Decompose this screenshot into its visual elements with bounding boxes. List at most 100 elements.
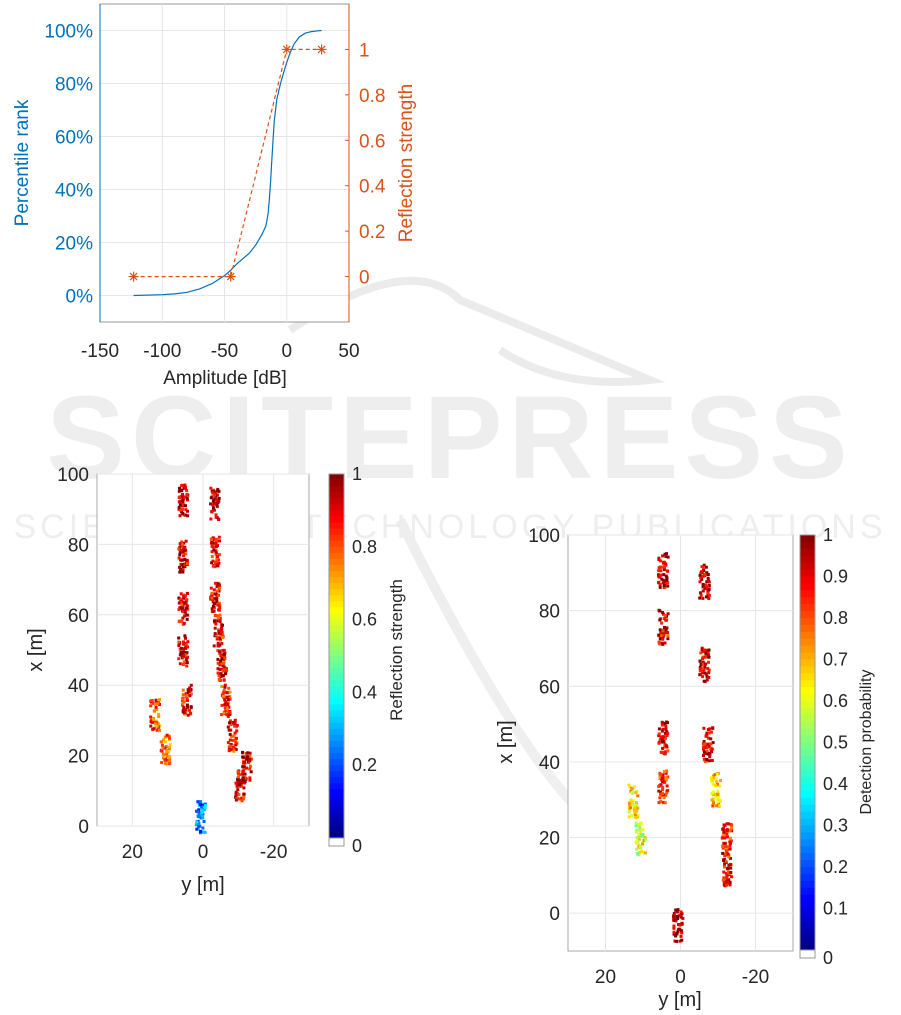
- reflection-map-colorbar-tick-label: 0.4: [352, 682, 377, 702]
- reflection-map-point: [210, 591, 214, 595]
- reflection-map-colorbar-segment: [329, 613, 344, 621]
- reflection-map-point: [185, 697, 189, 701]
- reflection-map-point: [248, 776, 252, 780]
- detection-map-point: [658, 773, 662, 777]
- detection-map-point: [729, 839, 733, 843]
- detection-map-point: [627, 815, 631, 819]
- detection-map-colorbar-segment: [800, 645, 815, 654]
- detection-map-colorbar-segment: [800, 873, 815, 882]
- reflection-map-colorbar-segment: [329, 631, 344, 639]
- reflection-map-point: [185, 496, 189, 500]
- detection-map-point: [644, 837, 647, 841]
- reflection-map-colorbar-segment: [329, 607, 344, 615]
- reflection-map-colorbar-segment: [329, 595, 344, 602]
- detection-map-point: [702, 569, 706, 573]
- detection-map-point: [729, 866, 733, 870]
- reflection-map-point: [212, 597, 216, 601]
- detection-map-point: [665, 578, 669, 582]
- detection-map-point: [707, 648, 711, 652]
- detection-map-point: [661, 581, 665, 585]
- reflection-map-point: [218, 652, 222, 655]
- reflection-map-point: [222, 652, 226, 656]
- detection-map-x-tick-label: 20: [595, 967, 616, 988]
- detection-map-point: [721, 878, 725, 882]
- reflection-map-colorbar-segment: [329, 480, 344, 487]
- reflection-map-point: [182, 711, 186, 714]
- detection-map-point: [716, 792, 720, 796]
- reflection-map-point: [177, 636, 181, 640]
- reflection-map-point: [216, 641, 220, 645]
- reflection-tick-label: 0.6: [359, 131, 385, 152]
- reflection-map-point: [237, 775, 240, 779]
- reflection-map-colorbar-segment: [329, 698, 344, 706]
- reflection-map-colorbar-segment: [329, 674, 344, 681]
- detection-map-point: [679, 934, 683, 938]
- reflection-map-point: [179, 544, 183, 548]
- reflection-map-point: [217, 631, 221, 635]
- amplitude-series-1: [133, 29, 322, 297]
- reflection-map-point: [226, 701, 230, 705]
- detection-map-point: [664, 727, 668, 731]
- reflection-tick-label: 0.2: [359, 222, 385, 243]
- detection-map-colorbar-segment: [800, 901, 815, 910]
- reflection-map-point: [216, 649, 220, 653]
- detection-map-point: [627, 783, 631, 787]
- reflection-map-point: [218, 663, 222, 667]
- reflection-map-colorbar-segment: [329, 710, 344, 718]
- reflection-map-point: [202, 830, 206, 834]
- reflection-map-point: [212, 489, 216, 493]
- detection-map-point: [725, 822, 729, 826]
- detection-map-point: [702, 747, 705, 751]
- reflection-map-point: [182, 700, 186, 704]
- detection-map-point: [722, 881, 726, 885]
- detection-map-point: [659, 630, 663, 634]
- reflection-map-y-tick-label: 100: [57, 465, 89, 486]
- detection-map-point: [710, 747, 714, 751]
- detection-map-x-label: y [m]: [658, 989, 701, 1011]
- detection-map-colorbar-segment: [800, 922, 815, 930]
- reflection-map-point: [177, 619, 181, 623]
- detection-map-colorbar-segment: [800, 707, 815, 716]
- detection-map-colorbar-segment: [800, 825, 815, 834]
- reflection-map-point: [221, 694, 225, 698]
- reflection-map-ticks: 20 0 -20 0 20 40 60 80 100: [57, 465, 287, 863]
- detection-map-point: [704, 734, 708, 738]
- reflection-map-point: [213, 502, 217, 506]
- detection-map-point: [639, 834, 643, 838]
- reflection-map-point: [214, 515, 218, 519]
- reflection-map-point: [178, 542, 182, 546]
- reflection-map-point: [177, 500, 181, 504]
- detection-map-point: [678, 923, 682, 927]
- reflection-map-point: [218, 583, 221, 587]
- detection-map-point: [658, 796, 662, 800]
- detection-map-point: [640, 832, 644, 836]
- reflection-map-point: [180, 558, 184, 562]
- detection-map-point: [672, 930, 676, 934]
- detection-map-point: [634, 791, 638, 795]
- detection-map-point: [679, 912, 683, 916]
- reflection-map-point: [185, 656, 189, 660]
- reflection-map-colorbar-tick-label: 0.2: [352, 755, 377, 775]
- detection-map-colorbar-segment: [800, 860, 815, 868]
- detection-map-point: [666, 612, 670, 616]
- reflection-map-point: [234, 748, 238, 751]
- reflection-map-point: [210, 555, 214, 559]
- detection-map-point: [725, 831, 729, 835]
- percentile-tick-label: 80%: [55, 75, 93, 96]
- reflection-map-point: [156, 702, 160, 705]
- detection-map-point: [705, 743, 709, 746]
- reflection-map-point: [240, 782, 243, 786]
- reflection-map-point: [199, 803, 202, 807]
- detection-map-point: [700, 565, 704, 569]
- reflection-map-colorbar-segment: [329, 486, 344, 493]
- detection-map-point: [708, 755, 712, 759]
- detection-map-point: [708, 727, 712, 731]
- reflection-map-point: [153, 702, 157, 706]
- detection-map-point: [674, 908, 678, 912]
- detection-map-point: [638, 845, 642, 849]
- detection-map-point: [707, 745, 711, 748]
- detection-map-point: [642, 839, 646, 842]
- reflection-map-point: [184, 658, 188, 662]
- detection-map-point: [707, 588, 711, 592]
- reflection-map-point: [220, 684, 224, 688]
